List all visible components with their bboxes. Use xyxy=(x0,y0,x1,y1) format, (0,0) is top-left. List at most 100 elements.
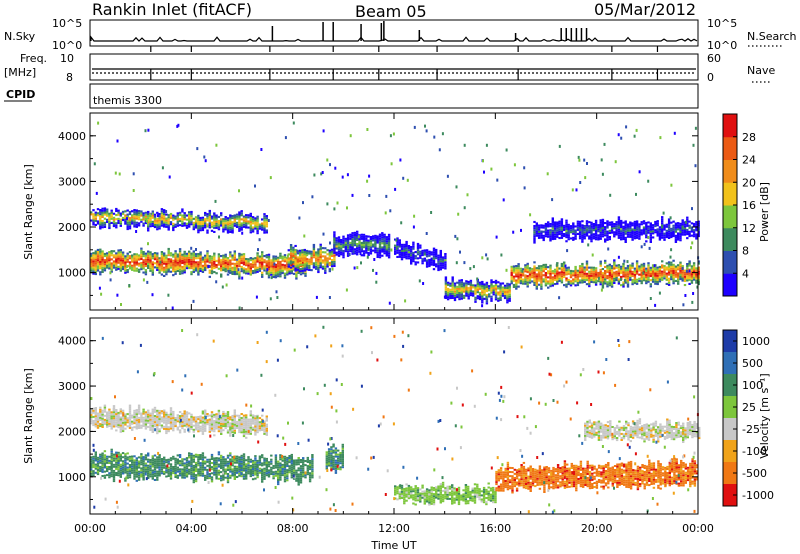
vel-cell-1083 xyxy=(119,428,122,431)
vel-cell-896 xyxy=(295,469,298,472)
power-cell-2762 xyxy=(642,279,646,282)
power-cell-1751 xyxy=(367,235,370,238)
power-cell-964 xyxy=(126,228,129,231)
power-cell-94 xyxy=(110,266,113,269)
power-cell-2426 xyxy=(553,278,557,281)
power-scatter-228 xyxy=(685,269,688,273)
power-cell-2143 xyxy=(478,283,482,286)
vel-cell-39 xyxy=(99,465,102,468)
power-cell-2312 xyxy=(524,270,527,273)
power-cell-441 xyxy=(197,273,200,276)
power-cell-1578 xyxy=(328,257,331,260)
power-cell-2665 xyxy=(615,264,618,267)
power-cell-1062 xyxy=(156,222,159,225)
power-scatter-114 xyxy=(329,241,331,245)
power-cell-777 xyxy=(283,260,287,263)
power-cell-113 xyxy=(115,258,118,261)
power-cell-1345 xyxy=(247,216,250,219)
power-cell-2342 xyxy=(533,281,536,284)
power-cell-188 xyxy=(135,263,138,266)
vel-cell-566 xyxy=(220,477,223,480)
power-cell-2453 xyxy=(560,273,564,276)
vel-cell-923 xyxy=(302,475,305,478)
power-cell-2200 xyxy=(494,286,498,289)
power-cell-617 xyxy=(242,257,246,260)
vel-cell-787 xyxy=(270,458,273,461)
vel-cell-370 xyxy=(174,469,177,472)
vel-cell-888 xyxy=(292,463,296,466)
power-cell-3438 xyxy=(665,233,668,236)
power-cell-1661 xyxy=(346,244,350,247)
power-cell-1127 xyxy=(176,214,179,217)
vel-cell-642 xyxy=(235,467,239,470)
power-cell-2628 xyxy=(608,280,611,283)
power-cell-24 xyxy=(94,266,97,269)
vel-cell-809 xyxy=(277,474,280,477)
power-cell-1115 xyxy=(172,218,175,221)
vel-cell-336 xyxy=(165,475,168,478)
power-cell-3241 xyxy=(606,230,609,233)
power-cell-843 xyxy=(302,266,305,269)
power-cell-2363 xyxy=(537,279,541,282)
power-cell-1539 xyxy=(319,262,322,265)
power-scatter-40 xyxy=(476,277,479,281)
vel-cell-144 xyxy=(121,470,125,473)
power-cell-1154 xyxy=(188,223,191,226)
power-cell-2246 xyxy=(508,293,511,296)
power-cell-2434 xyxy=(556,278,559,281)
power-cell-1908 xyxy=(412,245,415,248)
power-cell-1399 xyxy=(265,225,268,228)
power-cell-522 xyxy=(220,273,223,276)
power-cell-1481 xyxy=(305,268,309,271)
power-cell-1314 xyxy=(238,223,241,226)
power-cell-2867 xyxy=(670,278,673,281)
power-cell-2634 xyxy=(608,267,611,270)
power-cell-3441 xyxy=(665,225,668,228)
power-cell-1261 xyxy=(222,228,225,231)
vel-cell-784 xyxy=(270,466,273,469)
vel-cell-972 xyxy=(90,414,93,417)
power-cell-170 xyxy=(131,268,134,271)
vel-cell-323 xyxy=(160,466,164,469)
vel-cell-953 xyxy=(308,464,312,466)
power-cell-2145 xyxy=(481,301,484,304)
vel-cell-703 xyxy=(249,466,252,469)
power-cell-2646 xyxy=(610,267,614,270)
vel-cell-49 xyxy=(101,464,104,467)
power-cell-1824 xyxy=(385,240,388,243)
vel-cell-441 xyxy=(190,459,193,461)
power-cell-392 xyxy=(183,254,186,257)
vel-cell-319 xyxy=(158,454,161,457)
power-cell-2464 xyxy=(563,267,566,270)
power-cell-153 xyxy=(124,257,127,260)
power-cell-2472 xyxy=(565,273,568,276)
power-cell-20 xyxy=(92,252,95,255)
power-cell-1310 xyxy=(235,213,239,216)
power-cell-148 xyxy=(124,267,127,270)
power-cell-1035 xyxy=(147,215,150,218)
vel-cell-267 xyxy=(149,475,152,478)
power-scatter-95 xyxy=(203,155,206,159)
power-scatter-148 xyxy=(392,132,395,136)
power-cell-888 xyxy=(99,215,102,218)
power-cell-1304 xyxy=(233,214,236,217)
power-cell-3048 xyxy=(551,223,554,226)
power-cell-2827 xyxy=(658,276,662,279)
power-cell-1046 xyxy=(151,222,154,225)
power-cell-3468 xyxy=(674,236,678,239)
power-cell-1232 xyxy=(213,230,216,233)
vel-cell-408 xyxy=(183,468,186,471)
power-cell-3183 xyxy=(590,225,593,228)
power-cell-566 xyxy=(231,270,234,273)
power-cell-42 xyxy=(96,251,100,254)
noise-left-label: N.Sky xyxy=(4,30,36,43)
power-cell-3239 xyxy=(606,234,609,237)
vel-cell-865 xyxy=(288,465,291,468)
power-cell-1874 xyxy=(403,247,406,250)
vel-cell-164 xyxy=(126,476,129,479)
power-cell-420 xyxy=(190,254,193,257)
power-cell-652 xyxy=(254,267,257,270)
power-cell-3526 xyxy=(690,222,694,225)
power-cell-3373 xyxy=(645,232,648,235)
